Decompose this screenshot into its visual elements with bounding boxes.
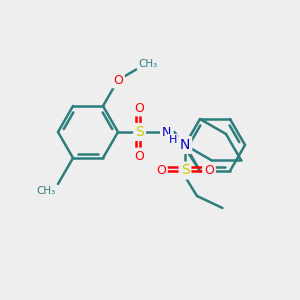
Text: O: O <box>156 164 166 177</box>
Text: CH₃: CH₃ <box>37 186 56 196</box>
Text: N: N <box>180 138 190 152</box>
Text: S: S <box>181 164 189 178</box>
Text: N: N <box>162 125 171 139</box>
Text: H: H <box>169 135 177 145</box>
Text: O: O <box>113 74 123 86</box>
Text: O: O <box>135 149 145 163</box>
Text: O: O <box>204 164 214 177</box>
Text: CH₃: CH₃ <box>138 58 158 68</box>
Text: S: S <box>135 125 144 139</box>
Text: O: O <box>135 101 145 115</box>
